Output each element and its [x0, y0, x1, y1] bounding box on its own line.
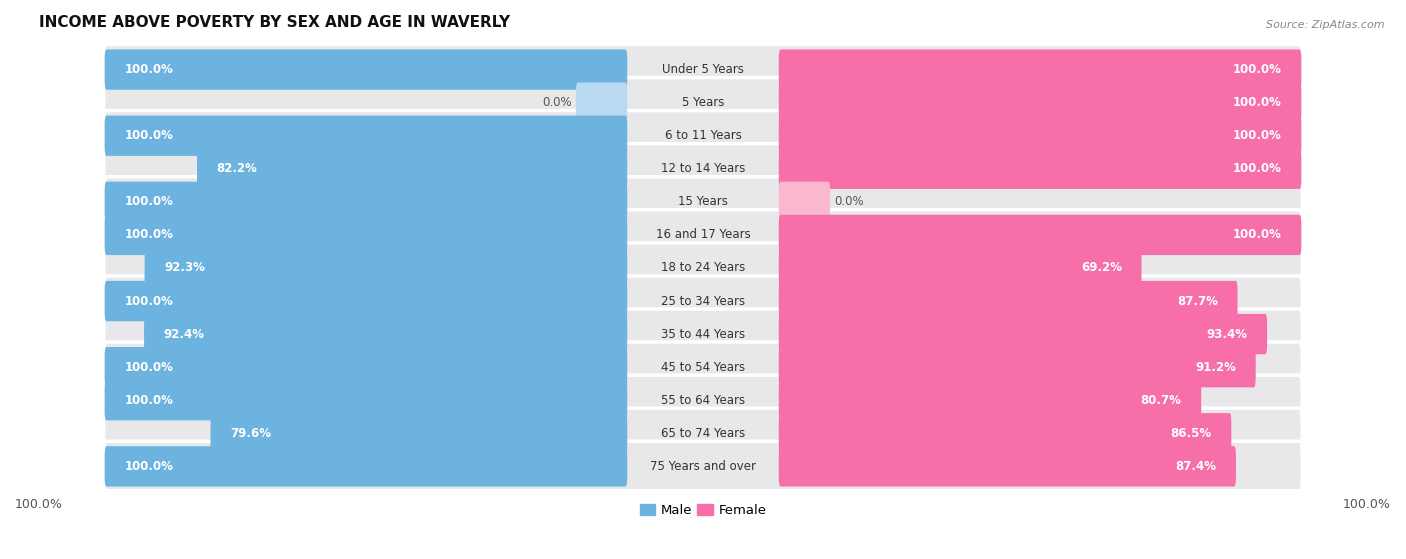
- FancyBboxPatch shape: [779, 446, 1236, 486]
- Legend: Male, Female: Male, Female: [634, 499, 772, 523]
- Text: 82.2%: 82.2%: [217, 162, 257, 176]
- Text: 91.2%: 91.2%: [1195, 361, 1236, 373]
- FancyBboxPatch shape: [104, 375, 1302, 425]
- Text: 100.0%: 100.0%: [124, 394, 173, 407]
- FancyBboxPatch shape: [211, 413, 627, 453]
- Text: 100.0%: 100.0%: [1233, 129, 1282, 142]
- Text: 87.4%: 87.4%: [1175, 460, 1216, 473]
- Text: 25 to 34 Years: 25 to 34 Years: [661, 295, 745, 307]
- FancyBboxPatch shape: [104, 276, 1302, 326]
- FancyBboxPatch shape: [197, 149, 627, 189]
- FancyBboxPatch shape: [104, 215, 627, 255]
- FancyBboxPatch shape: [779, 215, 1302, 255]
- Text: 100.0%: 100.0%: [1233, 162, 1282, 176]
- FancyBboxPatch shape: [104, 441, 1302, 491]
- Text: 55 to 64 Years: 55 to 64 Years: [661, 394, 745, 407]
- Text: 0.0%: 0.0%: [543, 96, 572, 109]
- Text: 100.0%: 100.0%: [124, 295, 173, 307]
- Text: 100.0%: 100.0%: [124, 460, 173, 473]
- Text: 75 Years and over: 75 Years and over: [650, 460, 756, 473]
- FancyBboxPatch shape: [104, 408, 1302, 458]
- Text: 87.7%: 87.7%: [1177, 295, 1218, 307]
- FancyBboxPatch shape: [104, 380, 627, 420]
- FancyBboxPatch shape: [779, 413, 1232, 453]
- Text: 12 to 14 Years: 12 to 14 Years: [661, 162, 745, 176]
- Text: 69.2%: 69.2%: [1081, 262, 1122, 274]
- Text: 80.7%: 80.7%: [1140, 394, 1181, 407]
- Text: 65 to 74 Years: 65 to 74 Years: [661, 427, 745, 440]
- FancyBboxPatch shape: [104, 111, 1302, 161]
- FancyBboxPatch shape: [145, 248, 627, 288]
- FancyBboxPatch shape: [104, 49, 627, 90]
- FancyBboxPatch shape: [104, 281, 627, 321]
- FancyBboxPatch shape: [104, 144, 1302, 194]
- Text: 0.0%: 0.0%: [834, 195, 863, 209]
- Text: 100.0%: 100.0%: [124, 63, 173, 76]
- Text: 15 Years: 15 Years: [678, 195, 728, 209]
- Text: Source: ZipAtlas.com: Source: ZipAtlas.com: [1267, 20, 1385, 30]
- Text: 6 to 11 Years: 6 to 11 Years: [665, 129, 741, 142]
- FancyBboxPatch shape: [104, 210, 1302, 260]
- Text: 100.0%: 100.0%: [124, 361, 173, 373]
- Text: 92.4%: 92.4%: [163, 328, 205, 340]
- FancyBboxPatch shape: [104, 309, 1302, 359]
- FancyBboxPatch shape: [779, 347, 1256, 387]
- FancyBboxPatch shape: [104, 177, 1302, 227]
- FancyBboxPatch shape: [104, 45, 1302, 94]
- FancyBboxPatch shape: [779, 49, 1302, 90]
- FancyBboxPatch shape: [104, 342, 1302, 392]
- Text: 86.5%: 86.5%: [1171, 427, 1212, 440]
- Text: 100.0%: 100.0%: [1233, 229, 1282, 241]
- FancyBboxPatch shape: [779, 248, 1142, 288]
- FancyBboxPatch shape: [104, 446, 627, 486]
- Text: 18 to 24 Years: 18 to 24 Years: [661, 262, 745, 274]
- Text: INCOME ABOVE POVERTY BY SEX AND AGE IN WAVERLY: INCOME ABOVE POVERTY BY SEX AND AGE IN W…: [39, 15, 510, 30]
- FancyBboxPatch shape: [576, 83, 627, 123]
- FancyBboxPatch shape: [104, 116, 627, 156]
- FancyBboxPatch shape: [779, 281, 1237, 321]
- Text: 45 to 54 Years: 45 to 54 Years: [661, 361, 745, 373]
- Text: 79.6%: 79.6%: [231, 427, 271, 440]
- Text: 100.0%: 100.0%: [1233, 63, 1282, 76]
- FancyBboxPatch shape: [779, 116, 1302, 156]
- FancyBboxPatch shape: [104, 243, 1302, 293]
- Text: 100.0%: 100.0%: [124, 129, 173, 142]
- Text: 35 to 44 Years: 35 to 44 Years: [661, 328, 745, 340]
- Text: Under 5 Years: Under 5 Years: [662, 63, 744, 76]
- Text: 92.3%: 92.3%: [165, 262, 205, 274]
- FancyBboxPatch shape: [779, 83, 1302, 123]
- FancyBboxPatch shape: [104, 347, 627, 387]
- Text: 93.4%: 93.4%: [1206, 328, 1247, 340]
- FancyBboxPatch shape: [779, 182, 830, 222]
- Text: 100.0%: 100.0%: [124, 229, 173, 241]
- FancyBboxPatch shape: [143, 314, 627, 354]
- FancyBboxPatch shape: [779, 314, 1267, 354]
- FancyBboxPatch shape: [779, 149, 1302, 189]
- FancyBboxPatch shape: [779, 380, 1201, 420]
- Text: 100.0%: 100.0%: [124, 195, 173, 209]
- Text: 5 Years: 5 Years: [682, 96, 724, 109]
- FancyBboxPatch shape: [104, 78, 1302, 128]
- Text: 100.0%: 100.0%: [1233, 96, 1282, 109]
- FancyBboxPatch shape: [104, 182, 627, 222]
- Text: 16 and 17 Years: 16 and 17 Years: [655, 229, 751, 241]
